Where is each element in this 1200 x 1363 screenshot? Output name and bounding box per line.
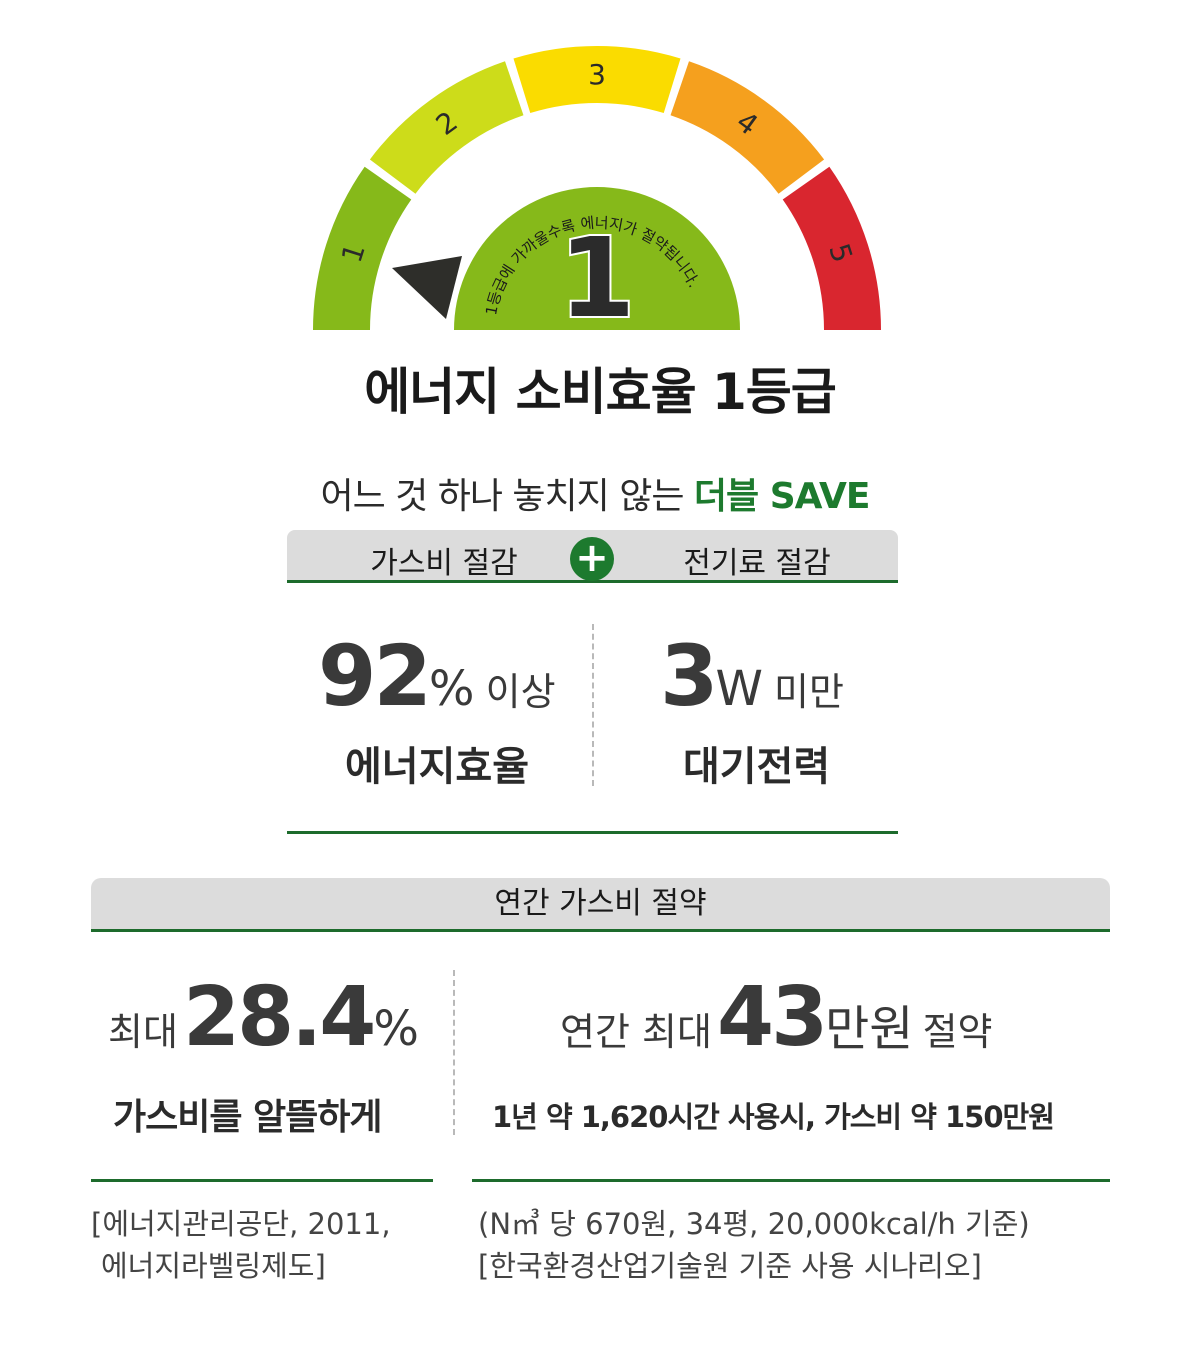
- standby-unit: W: [715, 661, 763, 717]
- max-prefix: 최대: [108, 1010, 178, 1054]
- efficiency-stat: 92% 이상: [318, 627, 568, 727]
- grade-segment-4: [670, 61, 825, 194]
- efficiency-number: 92: [318, 627, 432, 725]
- standby-suffix: 미만: [774, 670, 844, 714]
- grade-segment-2: [369, 61, 524, 194]
- annual-won-number: 43: [717, 970, 828, 1065]
- annual-won-unit: 만원: [825, 1001, 914, 1057]
- grade-segment-3: [513, 46, 681, 114]
- left-note-line-2: 에너지라벨링제도]: [101, 1249, 326, 1283]
- max-savings-caption: 가스비를 알뜰하게: [113, 1097, 382, 1138]
- slogan-highlight: 더블 SAVE: [693, 476, 871, 517]
- stats-bottom-line: [287, 831, 898, 834]
- grade-segment-5: [782, 166, 881, 330]
- standby-power-stat: 3W 미만: [660, 627, 910, 727]
- annual-savings-title: 연간 가스비 절약: [91, 878, 1110, 932]
- savings-tab-bar: 가스비 절감 + 전기료 절감: [287, 530, 898, 583]
- grade-pointer-icon: [392, 256, 462, 319]
- right-note-line-1: (N㎥ 당 670원, 34평, 20,000kcal/h 기준): [478, 1207, 1030, 1241]
- right-note-line-2: [한국환경산업기술원 기준 사용 시나리오]: [478, 1249, 982, 1283]
- annual-prefix: 연간 최대: [560, 1010, 712, 1054]
- annual-caption: 1년 약 1,620시간 사용시, 가스비 약 150만원: [492, 1100, 1055, 1134]
- center-grade-number: 1: [559, 214, 636, 340]
- max-percent-number: 28.4: [183, 970, 376, 1065]
- right-source-note: (N㎥ 당 670원, 34평, 20,000kcal/h 기준) [한국환경산…: [478, 1203, 1030, 1287]
- slogan-text: 어느 것 하나 놓치지 않는: [320, 476, 694, 517]
- efficiency-unit: %: [428, 661, 475, 717]
- right-note-line: [472, 1179, 1110, 1182]
- standby-number: 3: [660, 627, 718, 725]
- page-title: 에너지 소비효율 1등급: [364, 363, 837, 421]
- annual-divider: [453, 970, 455, 1135]
- left-source-note: [에너지관리공단, 2011, 에너지라벨링제도]: [91, 1203, 391, 1287]
- plus-icon: +: [570, 537, 614, 581]
- tab-gas-savings: 가스비 절감: [370, 546, 518, 581]
- left-note-line: [91, 1179, 433, 1182]
- grade-segment-1: [313, 166, 412, 330]
- max-percent-unit: %: [373, 1001, 419, 1057]
- standby-label: 대기전력: [683, 744, 831, 790]
- grade-segment-label-3: 3: [588, 58, 606, 91]
- stats-divider: [592, 624, 594, 786]
- efficiency-suffix: 이상: [485, 670, 556, 714]
- left-note-line-1: [에너지관리공단, 2011,: [91, 1207, 391, 1241]
- slogan: 어느 것 하나 놓치지 않는 더블 SAVE: [0, 467, 1190, 519]
- tab-electric-savings: 전기료 절감: [683, 546, 831, 581]
- annual-suffix: 절약: [922, 1010, 993, 1054]
- annual-won-stat: 연간 최대 43만원 절약: [560, 970, 1080, 1070]
- efficiency-label: 에너지효율: [345, 744, 529, 790]
- center-grade-disc: [454, 187, 740, 330]
- max-savings-stat: 최대 28.4%: [108, 970, 438, 1070]
